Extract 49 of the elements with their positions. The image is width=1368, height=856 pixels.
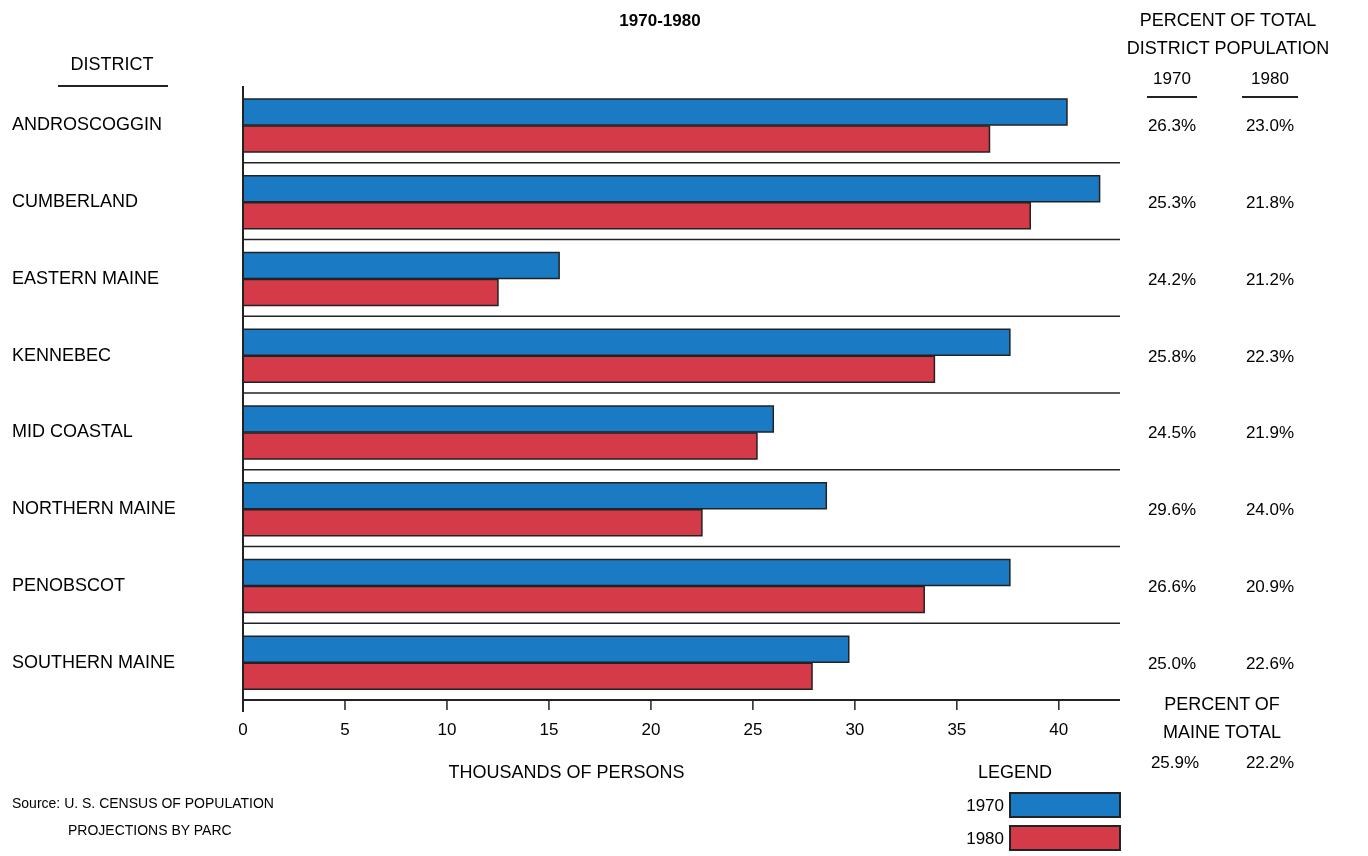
- x-tick-label: 10: [437, 720, 457, 739]
- text: PERCENT OF: [1164, 694, 1280, 714]
- text: 24.5%: [1147, 423, 1197, 443]
- text: MAINE TOTAL: [1162, 722, 1282, 742]
- source-note: Source: U. S. CENSUS OF POPULATION: [12, 795, 274, 811]
- text: 24.0%: [1245, 500, 1295, 520]
- x-tick-label: 30: [845, 720, 865, 739]
- text: PROJECTIONS BY PARC: [68, 822, 232, 838]
- x-tick-label: 0: [238, 720, 248, 739]
- legend-title: LEGEND: [977, 762, 1053, 782]
- text: 21.8%: [1245, 193, 1295, 213]
- y-tick-label: CUMBERLAND: [12, 191, 139, 212]
- x-axis-title: THOUSANDS OF PERSONS: [448, 762, 685, 782]
- x-tick-label: 35: [947, 720, 967, 739]
- text: 1970: [1153, 69, 1191, 88]
- text: DISTRICT POPULATION: [1126, 38, 1330, 58]
- text: PERCENT OF TOTAL: [1139, 10, 1317, 30]
- y-tick-label: SOUTHERN MAINE: [12, 651, 176, 672]
- y-tick-label: NORTHERN MAINE: [12, 498, 176, 519]
- text: 1970: [966, 796, 1004, 815]
- text: 26.3%: [1147, 116, 1197, 136]
- x-tick-label: 40: [1049, 720, 1069, 739]
- text: 22.6%: [1245, 653, 1295, 673]
- x-tick-label: 15: [539, 720, 559, 739]
- x-tick-label: 5: [340, 720, 350, 739]
- text: 1980: [1251, 69, 1289, 88]
- y-tick-label: KENNEBEC: [12, 344, 112, 365]
- text: 21.2%: [1245, 269, 1295, 289]
- text: 25.8%: [1147, 346, 1197, 366]
- x-tick-label: 20: [641, 720, 661, 739]
- y-axis-title: DISTRICT: [70, 54, 154, 74]
- y-tick-label: PENOBSCOT: [12, 574, 126, 595]
- text: 23.0%: [1245, 116, 1295, 136]
- text: 22.2%: [1245, 753, 1295, 772]
- text: 24.2%: [1147, 269, 1197, 289]
- x-tick-label: 25: [743, 720, 763, 739]
- text: 25.9%: [1150, 753, 1200, 772]
- text: 20.9%: [1245, 576, 1295, 596]
- text: 22.3%: [1245, 346, 1295, 366]
- text: 25.3%: [1147, 193, 1197, 213]
- text: 25.0%: [1147, 653, 1197, 673]
- text: 21.9%: [1245, 423, 1295, 443]
- text: 29.6%: [1147, 500, 1197, 520]
- chart-title: 1970-1980: [619, 11, 701, 30]
- text: 26.6%: [1147, 576, 1197, 596]
- text: 1980: [966, 829, 1004, 848]
- y-tick-label: ANDROSCOGGIN: [12, 114, 163, 135]
- y-tick-label: EASTERN MAINE: [12, 267, 160, 288]
- y-tick-label: MID COASTAL: [12, 421, 133, 442]
